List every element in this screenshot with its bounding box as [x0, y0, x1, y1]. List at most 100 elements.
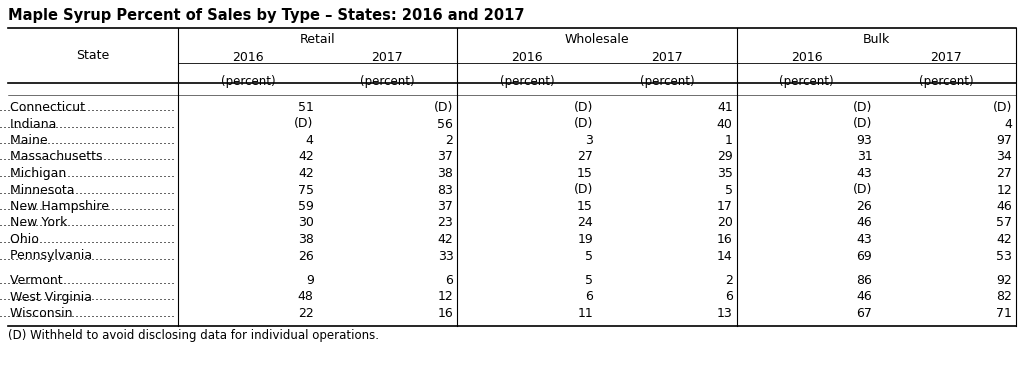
Text: 9: 9 — [306, 274, 313, 287]
Text: 2016: 2016 — [232, 51, 263, 64]
Text: 2: 2 — [445, 134, 454, 147]
Text: (D): (D) — [853, 118, 872, 130]
Text: Michigan: Michigan — [10, 167, 71, 180]
Text: ..................................................: ........................................… — [0, 118, 176, 130]
Text: 22: 22 — [298, 307, 313, 320]
Text: ..................................................: ........................................… — [0, 291, 176, 304]
Text: 42: 42 — [996, 233, 1012, 246]
Text: 86: 86 — [856, 274, 872, 287]
Text: 31: 31 — [857, 150, 872, 164]
Text: 5: 5 — [725, 183, 732, 197]
Text: 2017: 2017 — [651, 51, 683, 64]
Text: 6: 6 — [725, 291, 732, 304]
Text: 38: 38 — [437, 167, 454, 180]
Text: Minnesota: Minnesota — [10, 183, 79, 197]
Text: 15: 15 — [578, 167, 593, 180]
Text: 5: 5 — [585, 274, 593, 287]
Text: ..................................................: ........................................… — [0, 200, 176, 213]
Text: State: State — [77, 49, 110, 62]
Text: ..................................................: ........................................… — [0, 167, 176, 180]
Text: (percent): (percent) — [919, 75, 974, 88]
Text: 19: 19 — [578, 233, 593, 246]
Text: 2016: 2016 — [511, 51, 543, 64]
Text: 51: 51 — [298, 101, 313, 114]
Text: Bulk: Bulk — [862, 33, 890, 46]
Text: 75: 75 — [298, 183, 313, 197]
Text: (D): (D) — [573, 183, 593, 197]
Text: 26: 26 — [298, 249, 313, 262]
Text: 57: 57 — [996, 217, 1012, 229]
Text: 71: 71 — [996, 307, 1012, 320]
Text: 14: 14 — [717, 249, 732, 262]
Text: ..................................................: ........................................… — [0, 274, 176, 287]
Text: 27: 27 — [578, 150, 593, 164]
Text: Wholesale: Wholesale — [564, 33, 630, 46]
Text: 34: 34 — [996, 150, 1012, 164]
Text: 6: 6 — [445, 274, 454, 287]
Text: (percent): (percent) — [500, 75, 554, 88]
Text: 93: 93 — [857, 134, 872, 147]
Text: 35: 35 — [717, 167, 732, 180]
Text: (D): (D) — [853, 183, 872, 197]
Text: 16: 16 — [437, 307, 454, 320]
Text: (D): (D) — [294, 118, 313, 130]
Text: Vermont: Vermont — [10, 274, 67, 287]
Text: (D): (D) — [853, 101, 872, 114]
Text: New York: New York — [10, 217, 72, 229]
Text: ..................................................: ........................................… — [0, 134, 176, 147]
Text: Maple Syrup Percent of Sales by Type – States: 2016 and 2017: Maple Syrup Percent of Sales by Type – S… — [8, 8, 524, 23]
Text: 17: 17 — [717, 200, 732, 213]
Text: ..................................................: ........................................… — [0, 183, 176, 197]
Text: 37: 37 — [437, 200, 454, 213]
Text: Ohio: Ohio — [10, 233, 43, 246]
Text: 30: 30 — [298, 217, 313, 229]
Text: 42: 42 — [437, 233, 454, 246]
Text: 67: 67 — [856, 307, 872, 320]
Text: Pennsylvania: Pennsylvania — [10, 249, 96, 262]
Text: 26: 26 — [857, 200, 872, 213]
Text: 92: 92 — [996, 274, 1012, 287]
Text: 56: 56 — [437, 118, 454, 130]
Text: 38: 38 — [298, 233, 313, 246]
Text: 48: 48 — [298, 291, 313, 304]
Text: New Hampshire: New Hampshire — [10, 200, 113, 213]
Text: Wisconsin: Wisconsin — [10, 307, 77, 320]
Text: ..................................................: ........................................… — [0, 217, 176, 229]
Text: 11: 11 — [578, 307, 593, 320]
Text: ..................................................: ........................................… — [0, 150, 176, 164]
Text: 69: 69 — [857, 249, 872, 262]
Text: (percent): (percent) — [640, 75, 694, 88]
Text: 46: 46 — [857, 217, 872, 229]
Text: Retail: Retail — [300, 33, 336, 46]
Text: Connecticut: Connecticut — [10, 101, 89, 114]
Text: Indiana: Indiana — [10, 118, 60, 130]
Text: West Virginia: West Virginia — [10, 291, 96, 304]
Text: (percent): (percent) — [220, 75, 275, 88]
Text: 3: 3 — [585, 134, 593, 147]
Text: (percent): (percent) — [779, 75, 834, 88]
Text: 12: 12 — [996, 183, 1012, 197]
Text: 4: 4 — [306, 134, 313, 147]
Text: 53: 53 — [996, 249, 1012, 262]
Text: 16: 16 — [717, 233, 732, 246]
Text: 12: 12 — [437, 291, 454, 304]
Text: 82: 82 — [996, 291, 1012, 304]
Text: (percent): (percent) — [360, 75, 415, 88]
Text: 6: 6 — [585, 291, 593, 304]
Text: 43: 43 — [857, 167, 872, 180]
Text: Massachusetts: Massachusetts — [10, 150, 106, 164]
Text: 15: 15 — [578, 200, 593, 213]
Text: 2017: 2017 — [372, 51, 403, 64]
Text: (D) Withheld to avoid disclosing data for individual operations.: (D) Withheld to avoid disclosing data fo… — [8, 330, 379, 342]
Text: 2017: 2017 — [930, 51, 962, 64]
Text: 29: 29 — [717, 150, 732, 164]
Text: ..................................................: ........................................… — [0, 101, 176, 114]
Text: 27: 27 — [996, 167, 1012, 180]
Text: 33: 33 — [437, 249, 454, 262]
Text: 13: 13 — [717, 307, 732, 320]
Text: ..................................................: ........................................… — [0, 233, 176, 246]
Text: 42: 42 — [298, 167, 313, 180]
Text: 2: 2 — [725, 274, 732, 287]
Text: 1: 1 — [725, 134, 732, 147]
Text: Maine: Maine — [10, 134, 51, 147]
